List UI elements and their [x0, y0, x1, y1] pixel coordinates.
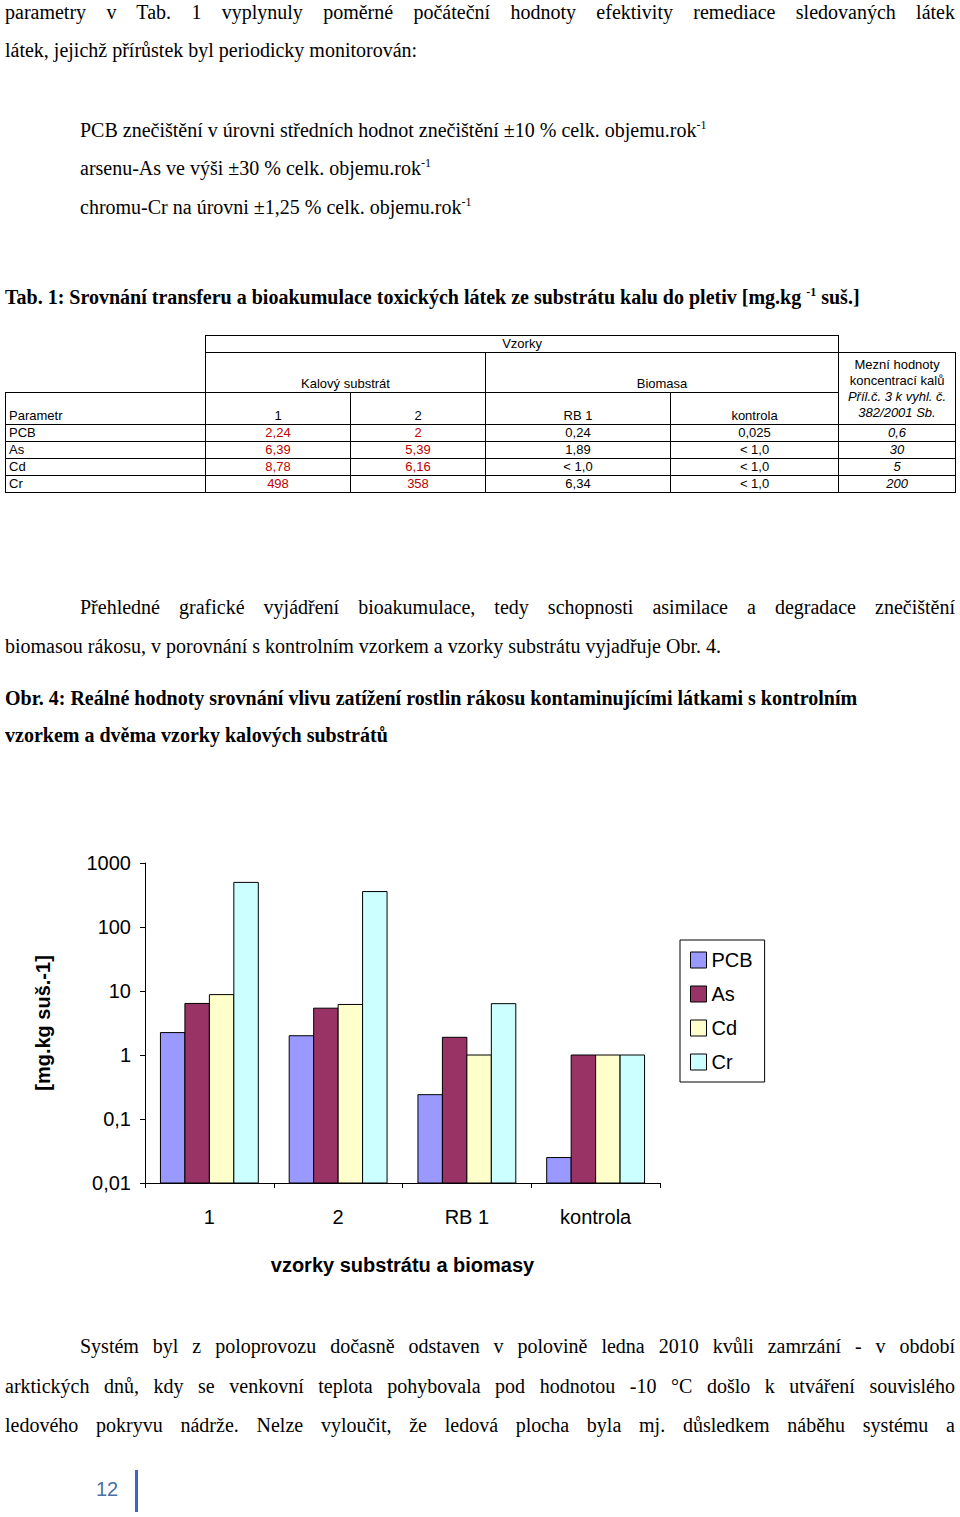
html-text:30: 30: [889, 442, 905, 457]
html-text:Přehledné grafické vyjádření b: Přehledné grafické vyjádření bioakumulac…: [80, 596, 955, 618]
html-text:Cr: Cr: [9, 476, 23, 491]
svg-text:PCB: PCB: [712, 949, 753, 971]
html-text:Systém byl z poloprovozu dočas: Systém byl z poloprovozu dočasně odstave…: [80, 1335, 955, 1357]
html-text:chromu-Cr na úrovni ±1,25 % ce: chromu-Cr na úrovni ±1,25 % celk. objemu…: [80, 195, 472, 218]
html-text:RB 1: RB 1: [563, 408, 593, 423]
html-text:5,39: 5,39: [405, 442, 431, 457]
html-text:1,89: 1,89: [565, 442, 591, 457]
html-text:498: 498: [267, 476, 289, 491]
svg-text:1000: 1000: [87, 852, 132, 874]
html-text:5: 5: [893, 459, 901, 474]
html-text:2,24: 2,24: [265, 425, 291, 440]
svg-text:0,01: 0,01: [92, 1172, 131, 1194]
html-text:Biomasa: Biomasa: [636, 376, 688, 391]
html-text:0,025: 0,025: [738, 425, 771, 440]
svg-text:kontrola: kontrola: [560, 1206, 632, 1228]
svg-text:As: As: [712, 983, 735, 1005]
html-text:Mezní hodnoty: Mezní hodnoty: [854, 356, 940, 372]
svg-text:0,1: 0,1: [103, 1108, 131, 1130]
html-text:< 1,0: < 1,0: [739, 459, 770, 474]
html-text:PCB: PCB: [9, 425, 36, 440]
svg-text:Cd: Cd: [712, 1017, 738, 1039]
html-text:Parametr: Parametr: [9, 408, 63, 423]
svg-text:[mg.kg suš.-1]: [mg.kg suš.-1]: [32, 955, 54, 1091]
html-text:biomasou rákosu, v porovnání s: biomasou rákosu, v porovnání s kontrolní…: [5, 635, 721, 657]
html-text:vzorkem a dvěma vzorky kalovýc: vzorkem a dvěma vzorky kalových substrát…: [5, 724, 388, 746]
html-text:6,16: 6,16: [405, 459, 431, 474]
html-text:ledového pokryvu nádrže. Nelze: ledového pokryvu nádrže. Nelze vyloučit,…: [5, 1414, 955, 1436]
html-text:látek, jejichž přírůstek byl p: látek, jejichž přírůstek byl periodicky …: [5, 39, 418, 61]
html-text:6,39: 6,39: [265, 442, 291, 457]
html-text:12: 12: [96, 1478, 119, 1500]
svg-text:Cr: Cr: [712, 1051, 733, 1073]
html-text:kontrola: kontrola: [731, 408, 778, 423]
html-text:PCB znečištění v úrovni středn: PCB znečištění v úrovni středních hodnot…: [80, 118, 707, 141]
svg-text:vzorky substrátu a biomasy: vzorky substrátu a biomasy: [271, 1254, 535, 1276]
svg-text:RB 1: RB 1: [445, 1206, 489, 1228]
html-text:0,24: 0,24: [565, 425, 591, 440]
html-text:358: 358: [407, 476, 429, 491]
svg-text:100: 100: [98, 916, 131, 938]
html-text:Tab. 1: Srovnání transferu a b: Tab. 1: Srovnání transferu a bioakumulac…: [5, 285, 860, 308]
html-text:Příl.č. 3 k vyhl. č.: Příl.č. 3 k vyhl. č.: [847, 388, 947, 404]
svg-text:10: 10: [109, 980, 131, 1002]
html-text:As: As: [9, 442, 25, 457]
html-text:382/2001 Sb.: 382/2001 Sb.: [858, 404, 936, 420]
svg-text:1: 1: [120, 1044, 131, 1066]
html-text:Vzorky: Vzorky: [502, 336, 542, 351]
html-text:200: 200: [886, 476, 908, 491]
html-text:6,34: 6,34: [565, 476, 591, 491]
html-text:koncentrací kalů: koncentrací kalů: [849, 372, 945, 388]
html-text:parametry v Tab. 1 vyplynuly p: parametry v Tab. 1 vyplynuly poměrné poč…: [5, 1, 955, 23]
svg-text:2: 2: [333, 1206, 344, 1228]
html-text:8,78: 8,78: [265, 459, 291, 474]
html-text:2: 2: [414, 425, 422, 440]
svg-text:1: 1: [204, 1206, 215, 1228]
html-text:0,6: 0,6: [888, 425, 907, 440]
html-text:< 1,0: < 1,0: [563, 459, 593, 474]
html-text:arktických dnů, kdy se venkovn: arktických dnů, kdy se venkovní teplota …: [5, 1375, 955, 1397]
html-text:Cd: Cd: [9, 459, 26, 474]
html-text:arsenu-As ve výši ±30 % celk.: arsenu-As ve výši ±30 % celk. objemu.rok…: [80, 156, 431, 179]
html-text:Obr. 4: Reálné hodnoty srovnán: Obr. 4: Reálné hodnoty srovnání vlivu za…: [5, 687, 858, 709]
html-text:< 1,0: < 1,0: [739, 476, 770, 491]
html-text:1: 1: [274, 408, 282, 423]
html-text:Kalový substrát: Kalový substrát: [301, 376, 390, 391]
html-text:2: 2: [414, 408, 422, 423]
html-text:< 1,0: < 1,0: [739, 442, 770, 457]
